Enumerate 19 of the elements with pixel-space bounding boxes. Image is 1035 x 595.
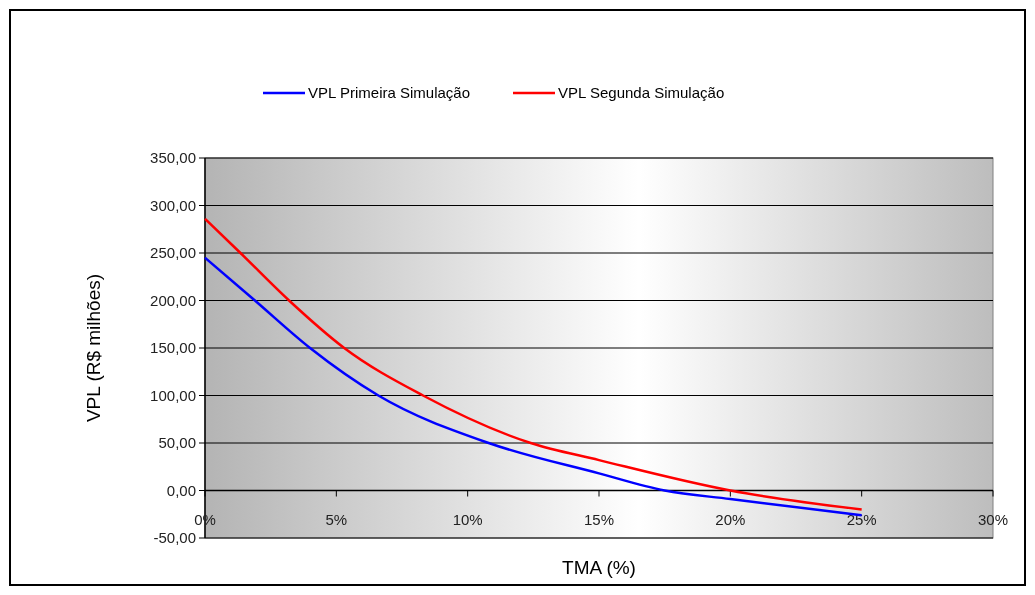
x-tick-label: 15% <box>583 510 615 528</box>
y-axis-title: VPL (R$ milhões) <box>83 273 104 423</box>
y-tick-label: 350,00 <box>150 149 196 167</box>
y-tick-label: 300,00 <box>150 196 196 214</box>
x-tick-label: 20% <box>715 510 746 528</box>
x-tick-label: 25% <box>846 510 877 528</box>
x-tick-label: 5% <box>325 510 348 528</box>
x-tick-label: 10% <box>452 510 483 528</box>
y-tick-label: 200,00 <box>150 291 196 309</box>
y-tick-label: 0,00 <box>166 481 196 499</box>
x-axis-title: TMA (%) <box>562 557 636 578</box>
x-tick-label: 30% <box>977 510 1009 528</box>
y-tick-label: 150,00 <box>150 339 196 357</box>
y-tick-label: 50,00 <box>158 434 196 452</box>
y-tick-label: 250,00 <box>150 244 196 262</box>
legend-label: VPL Primeira Simulação <box>308 84 471 102</box>
y-tick-label: -50,00 <box>153 529 196 547</box>
y-tick-label: 100,00 <box>150 386 196 404</box>
legend-label: VPL Segunda Simulação <box>558 84 725 102</box>
